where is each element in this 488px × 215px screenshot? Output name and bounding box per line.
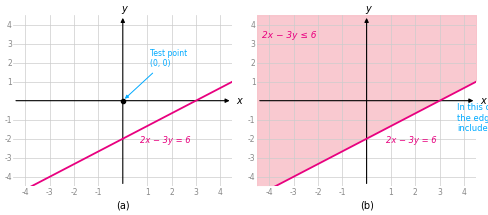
Text: In this case,
the edge is
included.: In this case, the edge is included. — [456, 103, 488, 133]
Text: 2x − 3y = 6: 2x − 3y = 6 — [140, 135, 190, 144]
Text: x: x — [236, 96, 242, 106]
X-axis label: (b): (b) — [359, 201, 373, 211]
Text: x: x — [479, 96, 485, 106]
Text: 2x − 3y ≤ 6: 2x − 3y ≤ 6 — [261, 31, 316, 40]
X-axis label: (a): (a) — [116, 201, 129, 211]
Text: Test point
(0, 0): Test point (0, 0) — [125, 49, 186, 98]
Text: y: y — [121, 4, 126, 14]
Text: y: y — [364, 4, 370, 14]
Text: 2x − 3y = 6: 2x − 3y = 6 — [386, 135, 436, 144]
